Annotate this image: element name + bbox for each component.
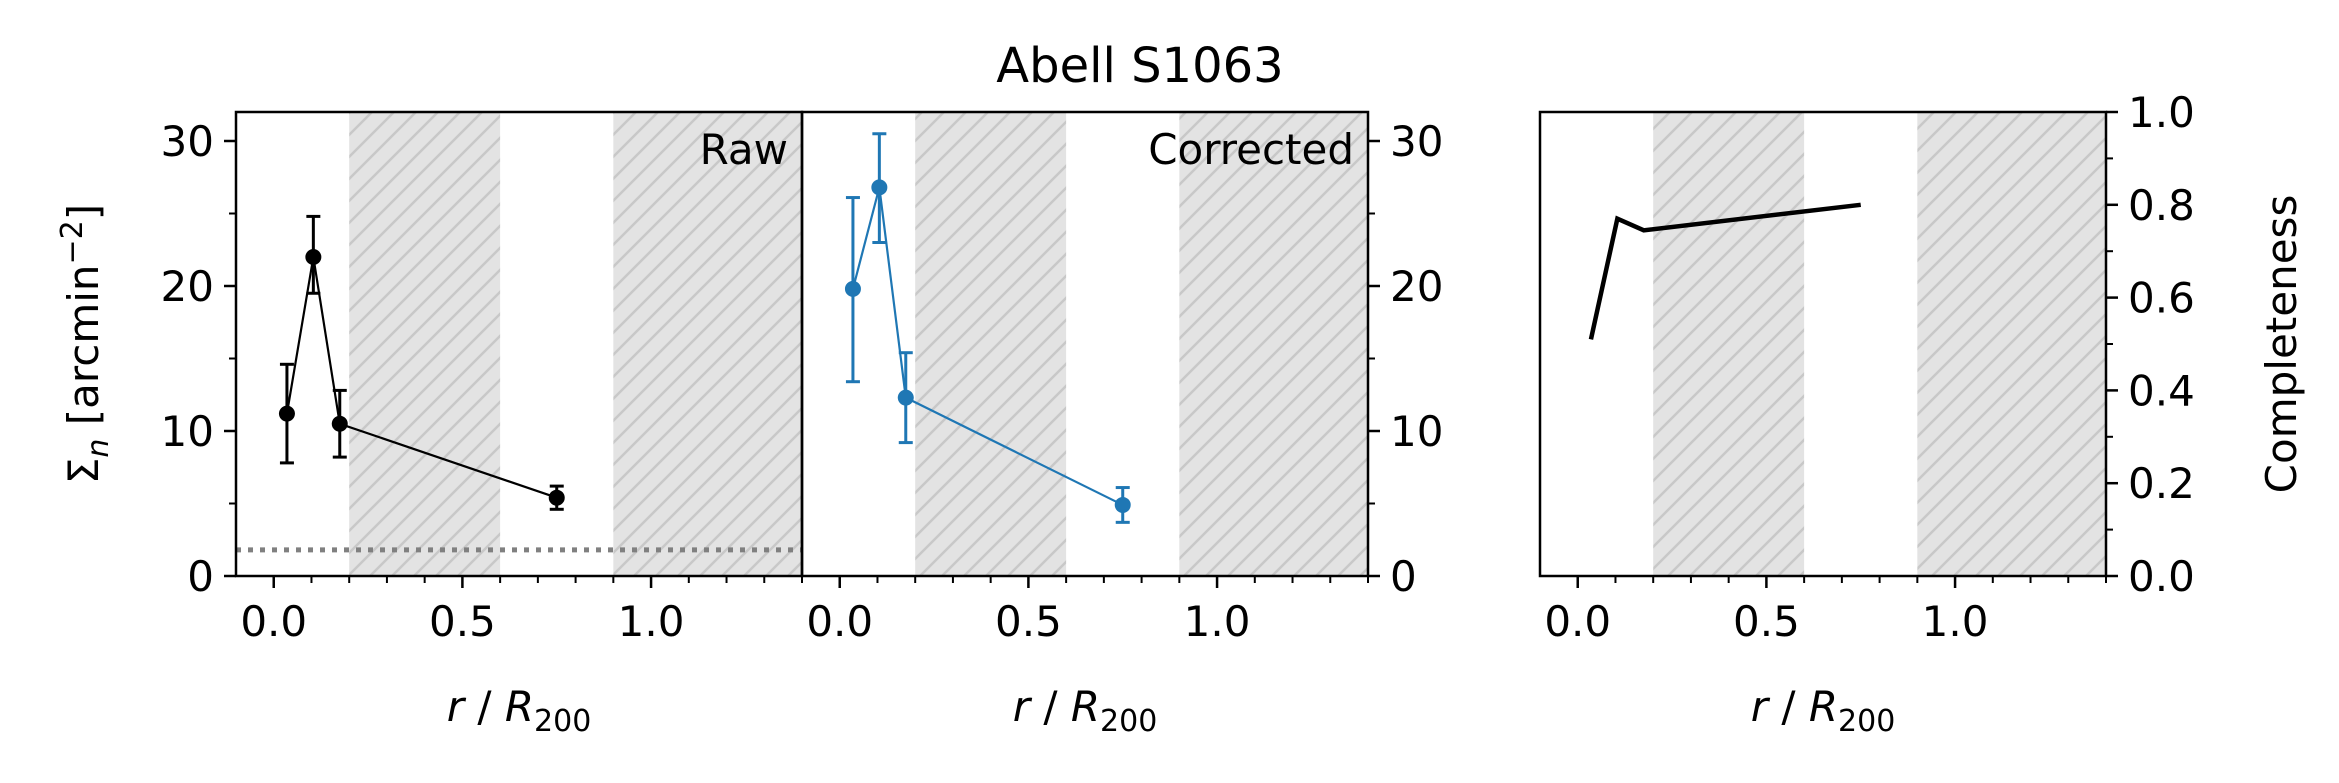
y-tick-label: 0	[1390, 552, 1417, 601]
y-tick-label: 10	[161, 407, 214, 456]
shaded-bands	[1653, 112, 2106, 576]
y-tick-label: 0.8	[2128, 181, 2195, 230]
data-point	[1114, 496, 1131, 513]
panel-completeness: 0.0 0.5 1.0 r / R200 0.0 0.2 0.4 0.6 0.8 1.0 Compl…	[1538, 88, 2306, 739]
x-tick-label: 0.0	[240, 597, 307, 646]
data-point	[278, 405, 295, 422]
series-line	[1588, 202, 1861, 340]
panel-label: Corrected	[1148, 125, 1354, 174]
x-tick-label: 1.0	[1922, 597, 1989, 646]
data-point	[871, 179, 888, 196]
panel-corrected: 0.0 0.5 1.0 r / R200 0 10 20 30 Corrected	[800, 110, 1443, 739]
shaded-band	[349, 112, 501, 576]
y-tick-label: 0.0	[2128, 552, 2195, 601]
series-line	[851, 187, 1124, 506]
x-tick-label: 0.0	[806, 597, 873, 646]
figure-title: Abell S1063	[996, 38, 1283, 94]
x-tick-label: 0.5	[429, 597, 496, 646]
y-tick-label: 1.0	[2128, 88, 2195, 137]
x-tick-label: 0.5	[1733, 597, 1800, 646]
y-tick-label: 10	[1390, 407, 1443, 456]
y-axis-label: Σn [arcmin−2]	[55, 204, 116, 484]
y-tick-label: 20	[1390, 262, 1443, 311]
y-tick-label: 0.2	[2128, 459, 2195, 508]
data-point	[305, 249, 322, 265]
shaded-band	[1917, 112, 2106, 576]
y-tick-label: 0.6	[2128, 274, 2195, 323]
axes-frame	[800, 110, 1370, 578]
shaded-bands	[915, 112, 1368, 576]
data-point	[331, 415, 348, 432]
panel-label: Raw	[700, 125, 788, 174]
shaded-band	[613, 112, 802, 576]
y-tick-label: 30	[1390, 117, 1443, 166]
x-tick-label: 0.0	[1544, 597, 1611, 646]
series-line	[285, 256, 558, 499]
x-axis-label: r / R200	[1013, 682, 1158, 739]
shaded-bands	[349, 112, 802, 576]
x-axis-label: r / R200	[1751, 682, 1896, 739]
data-point	[844, 280, 861, 297]
shaded-band	[1179, 112, 1368, 576]
shaded-band	[1653, 112, 1805, 576]
data-point	[897, 389, 914, 406]
y-tick-label: 20	[161, 262, 214, 311]
y-tick-label: 30	[161, 117, 214, 166]
shaded-band	[915, 112, 1067, 576]
panel-raw: 0.0 0.5 1.0 r / R200 0 10 20 30 Σn [arcmin−2] Raw	[55, 110, 804, 739]
x-tick-label: 0.5	[995, 597, 1062, 646]
x-tick-label: 1.0	[618, 597, 685, 646]
y-tick-label: 0.4	[2128, 366, 2195, 415]
x-axis-label: r / R200	[447, 682, 592, 739]
y-tick-label: 0	[187, 552, 214, 601]
x-tick-label: 1.0	[1184, 597, 1251, 646]
data-point	[548, 489, 565, 506]
y-axis-label: Completeness	[2257, 195, 2306, 494]
